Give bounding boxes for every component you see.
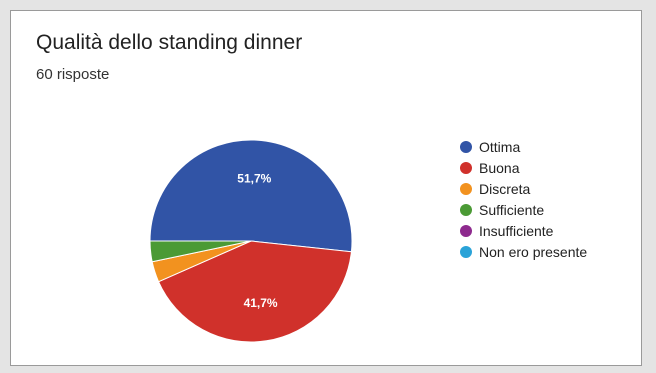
legend-swatch bbox=[460, 203, 472, 216]
chart-title: Qualità dello standing dinner bbox=[36, 31, 303, 54]
pie-slices bbox=[149, 139, 353, 343]
legend-swatch bbox=[460, 182, 472, 195]
legend-label: Buona bbox=[479, 159, 520, 176]
pie-data-label: 51,7% bbox=[237, 172, 271, 186]
legend-item-insufficiente: Insufficiente bbox=[460, 220, 587, 241]
pie-chart: 51,7% 41,7% bbox=[149, 139, 353, 343]
legend-item-buona: Buona bbox=[460, 157, 587, 178]
legend-item-non-ero-presente: Non ero presente bbox=[460, 241, 587, 262]
pie-slice-sufficiente bbox=[149, 240, 252, 263]
legend-swatch bbox=[460, 140, 472, 153]
legend-label: Sufficiente bbox=[479, 201, 545, 218]
legend-item-discreta: Discreta bbox=[460, 178, 587, 199]
pie-slice-ottima bbox=[149, 139, 353, 253]
legend-swatch bbox=[460, 245, 472, 258]
legend-label: Discreta bbox=[479, 180, 531, 197]
legend-swatch bbox=[460, 161, 472, 174]
legend-label: Ottima bbox=[479, 138, 521, 155]
pie-data-label: 41,7% bbox=[244, 296, 278, 310]
chart-card: Qualità dello standing dinner 60 rispost… bbox=[10, 10, 642, 366]
chart-legend: Ottima Buona Discreta Sufficiente Insufficie… bbox=[460, 136, 587, 262]
legend-label: Non ero presente bbox=[479, 243, 588, 260]
legend-label: Insufficiente bbox=[479, 222, 554, 239]
legend-item-sufficiente: Sufficiente bbox=[460, 199, 587, 220]
pie-slice-buona bbox=[157, 240, 352, 343]
pie-labels: 51,7% 41,7% bbox=[237, 172, 278, 310]
legend-item-ottima: Ottima bbox=[460, 136, 587, 157]
response-count: 60 risposte bbox=[36, 66, 110, 83]
legend-swatch bbox=[460, 224, 472, 237]
